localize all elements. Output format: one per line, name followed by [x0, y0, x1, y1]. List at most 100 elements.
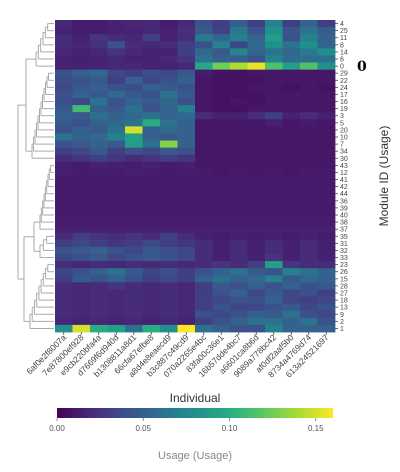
heatmap-cell: [177, 126, 196, 134]
heatmap-cell: [282, 119, 301, 127]
heatmap-cell: [55, 105, 73, 113]
heatmap-cell: [195, 282, 213, 290]
heatmap-cell: [142, 126, 161, 134]
heatmap-cell: [72, 20, 91, 28]
heatmap-cell: [265, 161, 283, 170]
heatmap-cell: [55, 289, 73, 297]
heatmap-cell: [160, 76, 178, 85]
heatmap-cell: [300, 112, 318, 120]
heatmap-cell: [230, 90, 248, 99]
heatmap-cell: [125, 90, 143, 99]
heatmap-cell: [282, 76, 301, 85]
heatmap-cell: [177, 197, 196, 205]
heatmap-cell: [212, 98, 231, 106]
heatmap-cell: [282, 126, 301, 134]
heatmap-cell: [55, 246, 73, 255]
heatmap-cell: [177, 168, 196, 177]
heatmap-cell: [317, 126, 336, 134]
heatmap-cell: [55, 254, 73, 262]
heatmap-cell: [300, 76, 318, 85]
heatmap-cell: [107, 190, 126, 198]
heatmap-cell: [300, 246, 318, 255]
heatmap-cell: [142, 310, 161, 319]
heatmap-cell: [265, 254, 283, 262]
heatmap-cell: [177, 105, 196, 113]
heatmap-cell: [230, 140, 248, 149]
heatmap-cell: [282, 282, 301, 290]
heatmap-cell: [195, 34, 213, 42]
y-tick-label: 19: [340, 106, 348, 113]
heatmap-cell: [212, 239, 231, 248]
heatmap-cell: [55, 225, 73, 234]
heatmap-cell: [160, 34, 178, 42]
heatmap-cell: [90, 197, 108, 205]
heatmap-cell: [160, 112, 178, 120]
heatmap-cell: [317, 204, 336, 212]
y-tick-label: 26: [340, 269, 348, 276]
heatmap-cell: [142, 133, 161, 141]
heatmap-cell: [300, 48, 318, 56]
heatmap-cell: [90, 211, 108, 219]
heatmap-cell: [177, 154, 196, 163]
heatmap-cell: [300, 254, 318, 262]
heatmap-cell: [142, 119, 161, 127]
heatmap-cell: [55, 176, 73, 184]
heatmap-cell: [300, 27, 318, 35]
heatmap-cell: [142, 317, 161, 326]
heatmap-cell: [230, 268, 248, 276]
y-tick-label: 22: [340, 78, 348, 85]
heatmap-cell: [195, 225, 213, 234]
heatmap-cell: [247, 55, 266, 63]
heatmap-cell: [317, 168, 336, 177]
heatmap-cell: [72, 41, 91, 49]
heatmap-cell: [107, 147, 126, 156]
heatmap-cell: [90, 76, 108, 85]
heatmap-cell: [282, 225, 301, 234]
heatmap-cell: [107, 34, 126, 42]
heatmap-cell: [160, 268, 178, 276]
heatmap-cell: [282, 69, 301, 78]
heatmap-cell: [107, 261, 126, 269]
heatmap-cell: [212, 140, 231, 149]
heatmap-cell: [142, 254, 161, 262]
heatmap-cell: [72, 34, 91, 42]
heatmap-cell: [230, 119, 248, 127]
heatmap-cell: [125, 261, 143, 269]
heatmap-cell: [90, 176, 108, 184]
heatmap-cell: [265, 83, 283, 92]
heatmap-cell: [265, 282, 283, 290]
x-tick-labels: 6af0e2f8007a7e87800ef928e9cb220bfa4ad766…: [24, 332, 331, 380]
heatmap-cell: [55, 27, 73, 35]
y-tick-label: 5: [340, 120, 344, 127]
heatmap-cell: [265, 98, 283, 106]
heatmap-cell: [212, 246, 231, 255]
heatmap-cell: [107, 239, 126, 248]
heatmap-cell: [282, 48, 301, 56]
heatmap-cell: [212, 133, 231, 141]
heatmap-cell: [55, 183, 73, 191]
heatmap-cell: [72, 225, 91, 234]
y-tick-label: 20: [340, 127, 348, 134]
heatmap-cell: [230, 204, 248, 212]
heatmap-cell: [125, 140, 143, 149]
heatmap-cell: [142, 140, 161, 149]
heatmap-cell: [247, 41, 266, 49]
heatmap-cell: [212, 254, 231, 262]
heatmap-cell: [317, 55, 336, 63]
heatmap-cell: [282, 20, 301, 28]
heatmap-cell: [90, 254, 108, 262]
heatmap-cell: [317, 20, 336, 28]
heatmap-cell: [282, 147, 301, 156]
heatmap-cell: [160, 48, 178, 56]
heatmap-cell: [247, 275, 266, 283]
heatmap-cell: [230, 303, 248, 312]
heatmap-cell: [142, 98, 161, 106]
heatmap-cell: [282, 133, 301, 141]
heatmap-cell: [125, 147, 143, 156]
heatmap-cell: [125, 168, 143, 177]
heatmap-cell: [195, 41, 213, 49]
heatmap-cell: [160, 154, 178, 163]
heatmap-cell: [55, 90, 73, 99]
y-tick-label: 32: [340, 248, 348, 255]
heatmap-cell: [300, 161, 318, 170]
